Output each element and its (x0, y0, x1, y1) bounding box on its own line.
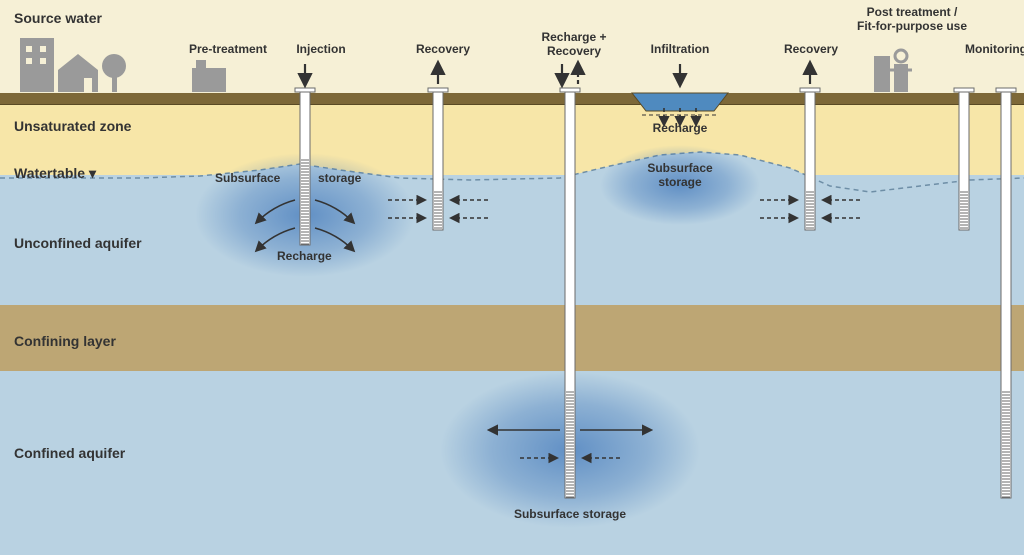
inner-label-ss2: storage (658, 175, 702, 189)
label-inf: Infiltration (640, 43, 720, 57)
inner-label-ss3: Subsurface storage (514, 507, 626, 521)
label-unsat: Unsaturated zone (14, 118, 131, 134)
inner-label-ss1a: Subsurface (215, 171, 281, 185)
label-rec1: Recovery (408, 43, 478, 57)
label-ua: Unconfined aquifer (14, 235, 142, 251)
label-rr: Recharge + Recovery (528, 31, 620, 59)
inner-label-ss1b: storage (318, 171, 362, 185)
inner-label-rech1: Recharge (277, 249, 332, 263)
label-post: Post treatment / Fit-for-purpose use (842, 6, 982, 34)
well-mon_shallow (959, 92, 969, 230)
wellhead-injection (295, 88, 315, 92)
label-rec2: Recovery (776, 43, 846, 57)
wellhead-mon_deep (996, 88, 1016, 92)
label-inj: Injection (286, 43, 356, 57)
diagram-svg: SubsurfacestorageRechargeSubsurfacestora… (0, 0, 1024, 555)
inner-label-ss2: Subsurface (647, 161, 713, 175)
label-wt: Watertable ▾ (14, 165, 96, 182)
label-mon: Monitoring (956, 43, 1024, 57)
wellhead-recovery2 (800, 88, 820, 92)
well-recovery2 (805, 92, 815, 230)
wellhead-mon_shallow (954, 88, 974, 92)
well-injection (300, 92, 310, 245)
label-ca: Confined aquifer (14, 445, 125, 461)
watertable-fill (0, 152, 1024, 192)
inner-label-rech2: Recharge (653, 121, 708, 135)
well-recovery1 (433, 92, 443, 230)
wellhead-recovery1 (428, 88, 448, 92)
label-pretreat: Pre-treatment (183, 43, 273, 57)
wellhead-asr (560, 88, 580, 92)
label-src: Source water (14, 10, 102, 26)
label-cl: Confining layer (14, 333, 116, 349)
